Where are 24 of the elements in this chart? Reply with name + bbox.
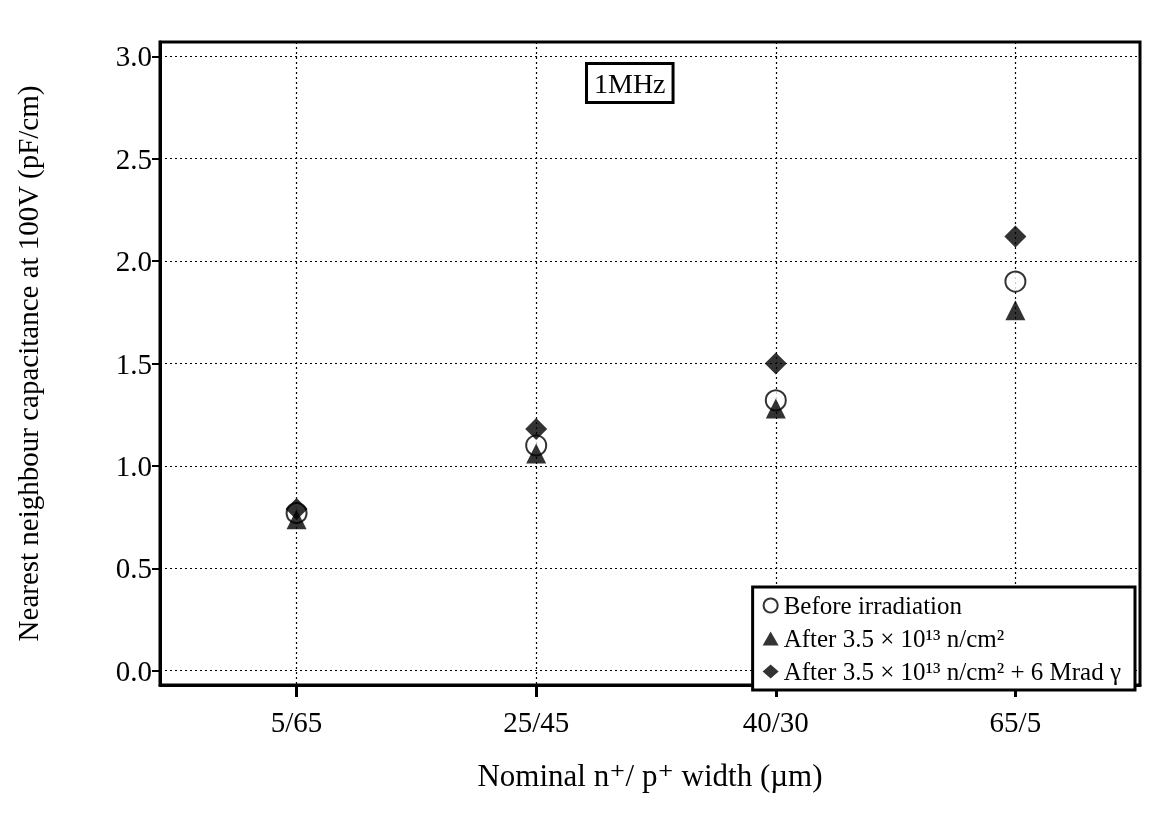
point <box>1004 270 1027 293</box>
point <box>765 398 786 419</box>
x-tick-label: 65/5 <box>989 705 1042 738</box>
legend-label: After 3.5 × 10¹³ n/cm² + 6 Mrad γ <box>783 658 1122 685</box>
point <box>525 418 548 441</box>
y-tick-label: 2.5 <box>115 142 152 175</box>
x-tick-label: 25/45 <box>503 705 570 738</box>
y-tick-label: 1.5 <box>115 347 152 380</box>
annotation: 1MHz <box>594 67 666 99</box>
x-tick-label: 5/65 <box>270 705 323 738</box>
y-tick-label: 0.0 <box>115 654 152 687</box>
x-tick-label: 40/30 <box>742 705 809 738</box>
y-axis-title: Nearest neighbour capacitance at 100V (pF/cm) <box>11 85 45 642</box>
x-axis-title: Nominal n⁺/ p⁺ width (µm) <box>477 758 823 793</box>
y-tick-label: 0.5 <box>115 552 152 585</box>
y-tick-label: 2.0 <box>115 245 152 278</box>
y-tick-label: 3.0 <box>115 40 152 73</box>
point <box>1005 300 1026 321</box>
point <box>764 352 787 375</box>
legend-label: Before irradiation <box>783 592 963 619</box>
point <box>526 443 547 464</box>
point <box>1004 225 1027 248</box>
y-tick-label: 1.0 <box>115 449 152 482</box>
legend-label: After 3.5 × 10¹³ n/cm² <box>783 625 1005 652</box>
